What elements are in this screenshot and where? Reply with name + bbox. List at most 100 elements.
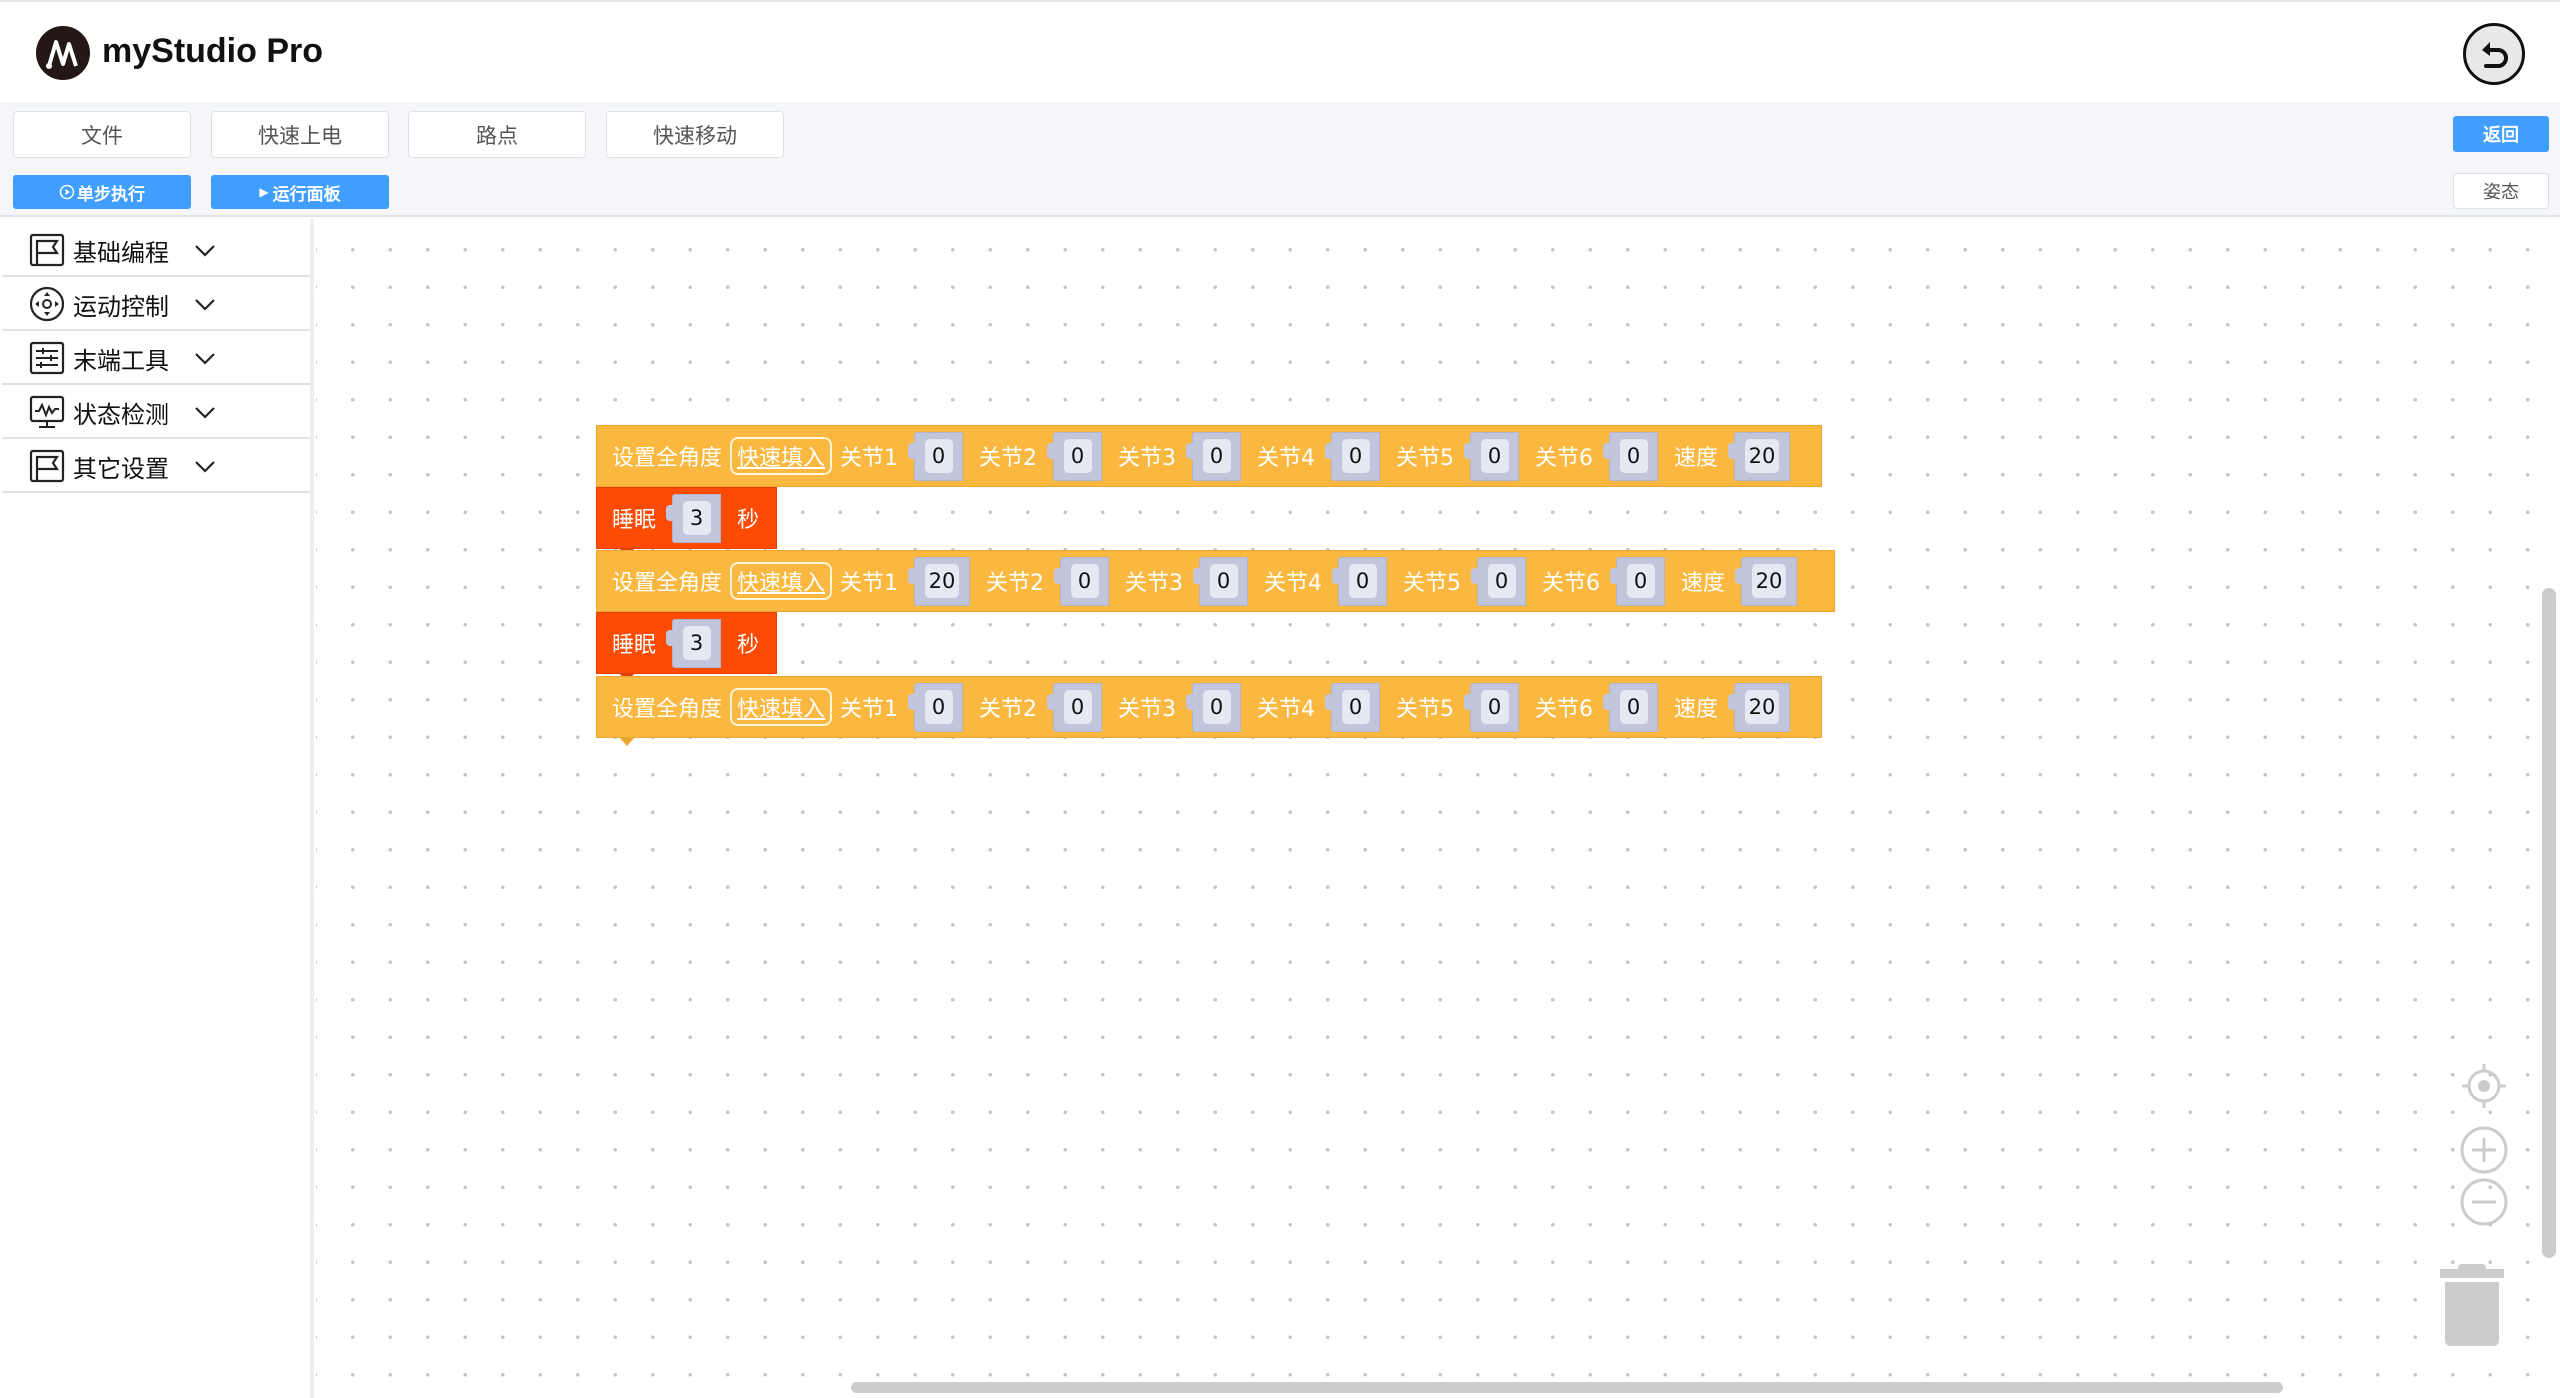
joint-label: 关节5: [1396, 446, 1455, 471]
number-slot[interactable]: 0: [1047, 431, 1103, 481]
set-all-angles-block[interactable]: 设置全角度 快速填入 关节1 0 关节2 0 关节3 0 关节4 0 关节5 0 关节6 0 速度 20: [596, 676, 1822, 746]
vertical-scrollbar[interactable]: [2542, 588, 2556, 1258]
number-input[interactable]: 0: [1202, 439, 1231, 473]
number-slot[interactable]: 0: [908, 682, 964, 732]
speed-label: 速度: [1674, 697, 1719, 722]
number-slot[interactable]: 0: [1193, 556, 1249, 606]
number-input[interactable]: 0: [1487, 564, 1516, 598]
number-input[interactable]: 20: [1744, 439, 1780, 473]
recenter-icon[interactable]: [2460, 1062, 2508, 1110]
number-slot[interactable]: 0: [1603, 682, 1659, 732]
number-input[interactable]: 0: [924, 439, 953, 473]
number-input[interactable]: 0: [1063, 439, 1092, 473]
block-category-sidebar: 基础编程 运动控制 末端工具 状态检测 其它设置: [0, 219, 314, 1398]
unit-label: 秒: [737, 508, 760, 533]
number-input[interactable]: 0: [1348, 564, 1377, 598]
number-slot[interactable]: 20: [1728, 431, 1791, 481]
number-slot[interactable]: 0: [1610, 556, 1666, 606]
quick-fill-button[interactable]: 快速填入: [730, 688, 833, 726]
number-input[interactable]: 20: [924, 564, 960, 598]
sidebar-item-label: 状态检测: [73, 400, 169, 429]
number-slot[interactable]: 0: [1464, 682, 1520, 732]
number-input[interactable]: 3: [682, 626, 711, 660]
number-slot[interactable]: 0: [1325, 431, 1381, 481]
sidebar-item-label: 其它设置: [73, 454, 169, 483]
number-input[interactable]: 0: [1480, 690, 1509, 724]
sidebar-item-motion-control[interactable]: 运动控制: [2, 279, 310, 331]
number-input[interactable]: 0: [1619, 690, 1648, 724]
number-input[interactable]: 0: [1341, 439, 1370, 473]
joint-label: 关节1: [840, 571, 899, 596]
number-input[interactable]: 0: [1480, 439, 1509, 473]
block-title: 设置全角度: [612, 446, 723, 471]
pose-button[interactable]: 姿态: [2453, 173, 2549, 209]
set-all-angles-block[interactable]: 设置全角度 快速填入 关节1 0 关节2 0 关节3 0 关节4 0 关节5 0 关节6 0 速度 20: [596, 425, 1822, 495]
number-slot[interactable]: 0: [1054, 556, 1110, 606]
number-input[interactable]: 0: [924, 690, 953, 724]
block-title: 睡眠: [612, 508, 657, 533]
joint-label: 关节3: [1118, 697, 1177, 722]
number-input[interactable]: 3: [682, 501, 711, 535]
joint-label: 关节3: [1125, 571, 1184, 596]
number-slot[interactable]: 20: [1735, 556, 1798, 606]
sidebar-item-other-settings[interactable]: 其它设置: [2, 441, 310, 493]
dpad-icon: [29, 286, 65, 322]
horizontal-scrollbar[interactable]: [851, 1382, 2283, 1393]
unit-label: 秒: [737, 633, 760, 658]
number-slot[interactable]: 3: [666, 493, 722, 543]
number-slot[interactable]: 0: [1464, 431, 1520, 481]
number-slot[interactable]: 3: [666, 618, 722, 668]
number-input[interactable]: 20: [1744, 690, 1780, 724]
number-slot[interactable]: 0: [1332, 556, 1388, 606]
run-panel-button[interactable]: ▶ 运行面板: [211, 175, 389, 209]
joint-label: 关节4: [1264, 571, 1323, 596]
trash-icon[interactable]: [2440, 1264, 2504, 1348]
zoom-in-icon[interactable]: [2460, 1126, 2508, 1174]
waypoint-button[interactable]: 路点: [408, 111, 586, 158]
sidebar-item-status-detection[interactable]: 状态检测: [2, 387, 310, 439]
chevron-down-icon: [195, 299, 215, 311]
number-slot[interactable]: 0: [1047, 682, 1103, 732]
sidebar-item-label: 运动控制: [73, 292, 169, 321]
block-workspace[interactable]: 设置全角度 快速填入 关节1 0 关节2 0 关节3 0 关节4 0 关节5 0 关节6 0 速度 20 睡眠 3…: [316, 219, 2560, 1398]
zoom-out-icon[interactable]: [2460, 1178, 2508, 1226]
number-input[interactable]: 0: [1619, 439, 1648, 473]
sleep-block[interactable]: 睡眠 3 秒: [596, 487, 777, 557]
quick-fill-button[interactable]: 快速填入: [730, 562, 833, 600]
number-input[interactable]: 0: [1209, 564, 1238, 598]
number-slot[interactable]: 0: [1471, 556, 1527, 606]
joint-label: 关节2: [979, 697, 1038, 722]
quick-move-button[interactable]: 快速移动: [606, 111, 784, 158]
number-input[interactable]: 0: [1341, 690, 1370, 724]
quick-power-on-button[interactable]: 快速上电: [211, 111, 389, 158]
app-logo: [36, 26, 90, 80]
number-slot[interactable]: 0: [1325, 682, 1381, 732]
number-slot[interactable]: 0: [1603, 431, 1659, 481]
quick-fill-button[interactable]: 快速填入: [730, 437, 833, 475]
sidebar-item-label: 基础编程: [73, 238, 169, 267]
file-menu-button[interactable]: 文件: [13, 111, 191, 158]
number-input[interactable]: 0: [1626, 564, 1655, 598]
sleep-block[interactable]: 睡眠 3 秒: [596, 612, 777, 682]
undo-button[interactable]: [2463, 23, 2525, 85]
block-title: 设置全角度: [612, 571, 723, 596]
set-all-angles-block[interactable]: 设置全角度 快速填入 关节1 20 关节2 0 关节3 0 关节4 0 关节5 0 关节6 0 速度 20: [596, 550, 1835, 620]
number-slot[interactable]: 20: [908, 556, 971, 606]
number-slot[interactable]: 0: [1186, 431, 1242, 481]
back-button[interactable]: 返回: [2453, 116, 2549, 152]
number-input[interactable]: 0: [1202, 690, 1231, 724]
number-slot[interactable]: 0: [908, 431, 964, 481]
number-input[interactable]: 20: [1751, 564, 1787, 598]
sidebar-item-label: 末端工具: [73, 346, 169, 375]
number-slot[interactable]: 0: [1186, 682, 1242, 732]
joint-label: 关节4: [1257, 697, 1316, 722]
block-title: 睡眠: [612, 633, 657, 658]
number-input[interactable]: 0: [1070, 564, 1099, 598]
sidebar-item-end-tool[interactable]: 末端工具: [2, 333, 310, 385]
number-input[interactable]: 0: [1063, 690, 1092, 724]
sidebar-item-basic-programming[interactable]: 基础编程: [2, 225, 310, 277]
joint-label: 关节3: [1118, 446, 1177, 471]
play-circle-icon: [59, 184, 75, 200]
number-slot[interactable]: 20: [1728, 682, 1791, 732]
step-execute-button[interactable]: 单步执行: [13, 175, 191, 209]
